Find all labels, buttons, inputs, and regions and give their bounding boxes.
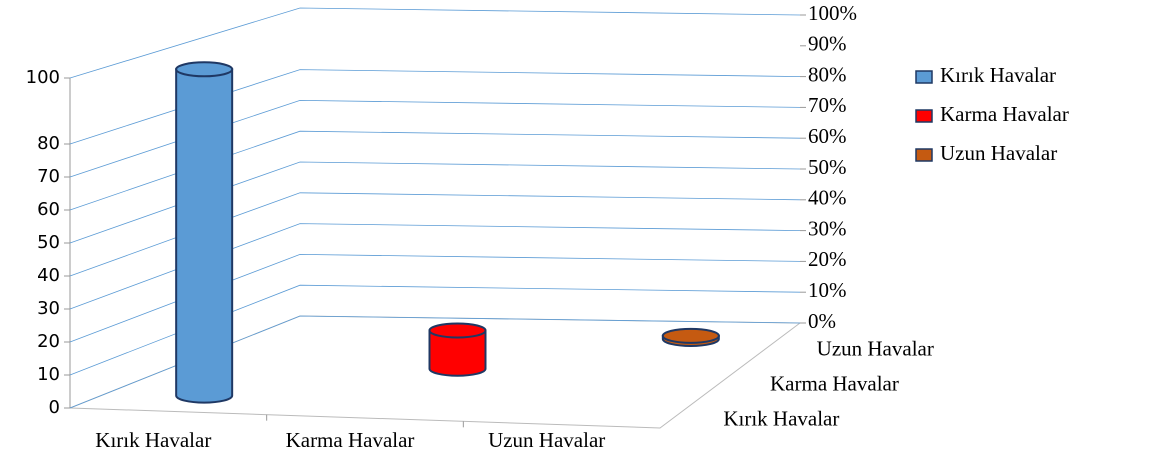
y2-tick-label: 40% [808,186,847,210]
y-tick-label: 30 [37,298,60,319]
y2-tick-label: 100% [808,1,857,25]
y2-tick-label: 30% [808,216,847,240]
bar-part [661,327,720,344]
y2-tick-label: 70% [808,93,847,117]
y-tick-label: 0 [49,397,60,418]
depth-tick-label: Karma Havalar [770,371,899,395]
y-tick-label: 100 [26,67,60,88]
grid-line [69,99,801,178]
y-tick-label: 70 [37,166,60,187]
x-tick-label: Uzun Havalar [488,428,605,452]
legend-swatch [915,148,933,162]
grid-line [69,130,801,211]
bar-part [175,61,234,78]
x-tick-label: Karma Havalar [286,428,415,452]
grid-line [69,223,801,310]
grid-line [69,284,801,376]
bar-part [428,329,487,377]
y2-tick-label: 60% [808,124,847,148]
grid-line [69,7,801,79]
bar [428,322,487,377]
y2-tick-label: 20% [808,247,847,271]
y-tick-label: 50 [37,232,60,253]
y-tick-label: 40 [37,265,60,286]
x-tick-label: Kırık Havalar [95,428,211,452]
grid-line [69,253,801,343]
grid-line [69,315,801,409]
depth-tick-label: Uzun Havalar [817,336,934,360]
grid-line [69,192,801,277]
y-tick-label: 20 [37,331,60,352]
y-tick-label: 10 [37,364,60,385]
legend-label: Karma Havalar [940,102,1069,126]
bar-part [175,68,234,404]
y-tick-label: 80 [37,133,60,154]
legend-swatch [915,109,933,123]
y2-tick-label: 0% [808,309,836,333]
y2-tick-label: 80% [808,62,847,86]
bar-part [428,322,487,339]
y2-tick-label: 50% [808,155,847,179]
legend-label: Kırık Havalar [940,63,1056,87]
y2-tick-label: 90% [808,32,847,56]
y-tick-label: 60 [37,199,60,220]
grid-line [69,69,801,145]
y2-tick-label: 10% [808,278,847,302]
depth-tick-label: Kırık Havalar [723,406,839,430]
legend-label: Uzun Havalar [940,141,1057,165]
legend-swatch [915,70,933,84]
bar [661,327,720,347]
grid-line [69,161,801,244]
bar [175,61,234,404]
